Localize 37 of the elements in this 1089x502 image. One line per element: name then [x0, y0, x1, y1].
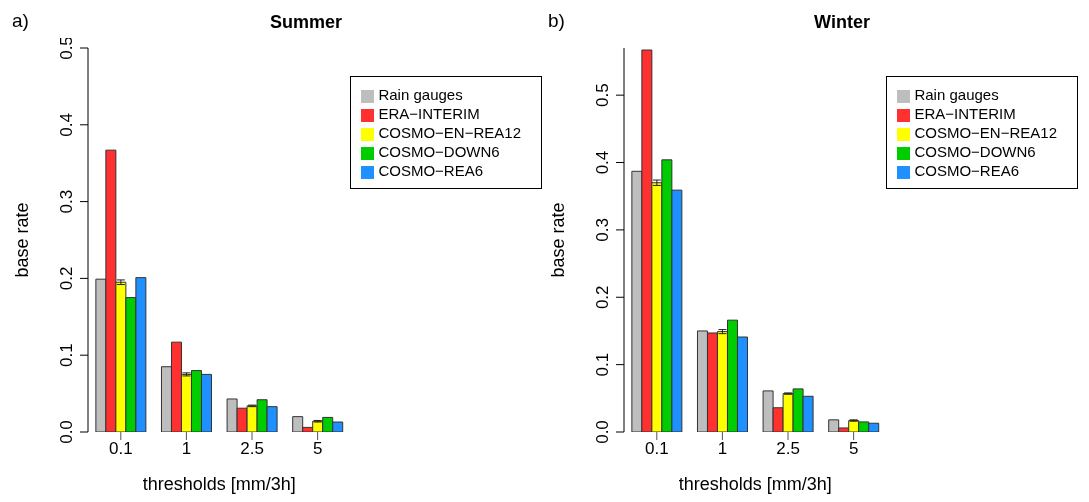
x-axis-title: thresholds [mm/3h] [142, 474, 296, 494]
y-tick-label: 0.3 [57, 189, 76, 214]
x-tick-label: 2.5 [240, 439, 264, 459]
legend-label: Rain gauges [914, 86, 999, 103]
legend-label: COSMO−REA6 [378, 162, 484, 179]
x-tick-label: 1 [181, 439, 192, 459]
legend-label: Rain gauges [378, 86, 463, 103]
y-tick-label: 0.4 [57, 112, 76, 137]
y-tick-label: 0.5 [593, 83, 612, 107]
y-axis-title: base rate [548, 202, 569, 278]
chart-title: Winter [813, 12, 871, 33]
y-tick-label: 0.0 [57, 420, 76, 444]
x-tick-label: 0.1 [108, 439, 133, 459]
legend-label: COSMO−EN−REA12 [914, 124, 1057, 141]
x-axis-title: thresholds [mm/3h] [678, 474, 832, 494]
x-tick-label: 2.5 [776, 439, 800, 459]
x-tick-label: 5 [312, 439, 323, 459]
y-tick-label: 0.2 [593, 285, 612, 310]
legend-label: COSMO−REA6 [914, 162, 1020, 179]
y-tick-label: 0.3 [593, 218, 612, 242]
y-tick-label: 0.0 [593, 420, 612, 444]
legend-label: ERA−INTERIM [914, 105, 1016, 122]
legend-label: COSMO−DOWN6 [378, 143, 500, 160]
legend-label: ERA−INTERIM [378, 105, 480, 122]
x-tick-label: 0.1 [644, 439, 669, 459]
y-tick-label: 0.1 [57, 343, 76, 368]
y-tick-label: 0.1 [593, 352, 612, 377]
legend-label: COSMO−EN−REA12 [378, 124, 521, 141]
y-tick-label: 0.4 [593, 150, 612, 175]
x-tick-label: 5 [848, 439, 859, 459]
chart-title: Summer [269, 12, 343, 33]
y-axis-title: base rate [12, 202, 33, 278]
text: a) [12, 10, 29, 32]
legend-label: COSMO−DOWN6 [914, 143, 1036, 160]
text: b) [548, 10, 565, 32]
y-tick-label: 0.2 [57, 266, 76, 291]
x-tick-label: 1 [717, 439, 728, 459]
